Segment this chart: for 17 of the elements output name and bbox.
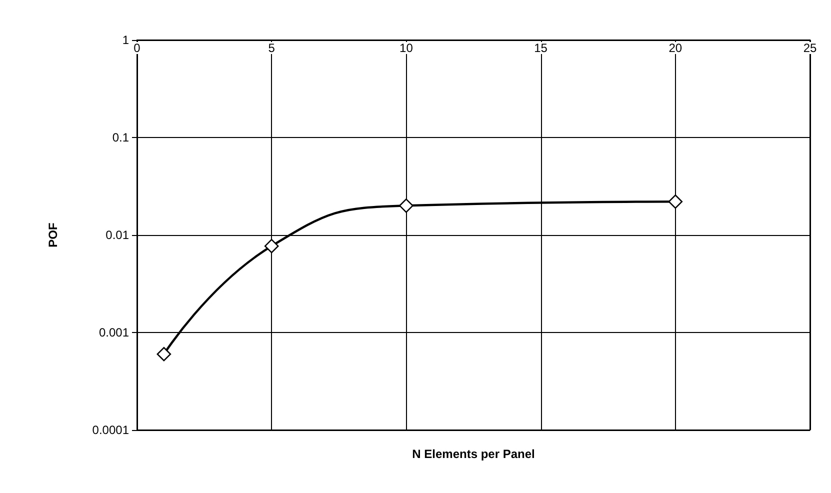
x-tick-label: 10 — [400, 41, 414, 55]
x-tick-label: 20 — [668, 41, 682, 55]
y-tick-label: 0.0001 — [92, 423, 130, 437]
point — [264, 238, 279, 254]
y-tick-label: 0.001 — [98, 326, 130, 340]
x-tick-label: 15 — [534, 41, 548, 55]
y-tick-label: 0.01 — [106, 228, 130, 242]
x-tick-label: 5 — [268, 41, 276, 55]
y-tick-label: 1 — [122, 33, 130, 47]
x-tick-label: 0 — [134, 41, 141, 55]
point — [156, 346, 172, 362]
y-axis-title: POF — [46, 222, 60, 248]
x-tick-label: 25 — [803, 41, 817, 55]
y-tick-label: 0.1 — [112, 130, 130, 144]
point — [399, 198, 414, 213]
x-axis-title: N Elements per Panel — [412, 447, 535, 461]
point — [668, 194, 683, 209]
